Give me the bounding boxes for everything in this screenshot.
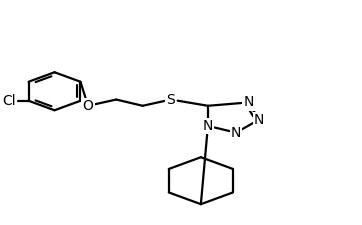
Text: N: N [243, 95, 254, 109]
Text: O: O [83, 99, 93, 113]
Text: N: N [254, 113, 264, 127]
Text: S: S [167, 92, 175, 106]
Text: N: N [231, 126, 241, 140]
Text: Cl: Cl [3, 94, 16, 108]
Text: N: N [203, 119, 213, 133]
